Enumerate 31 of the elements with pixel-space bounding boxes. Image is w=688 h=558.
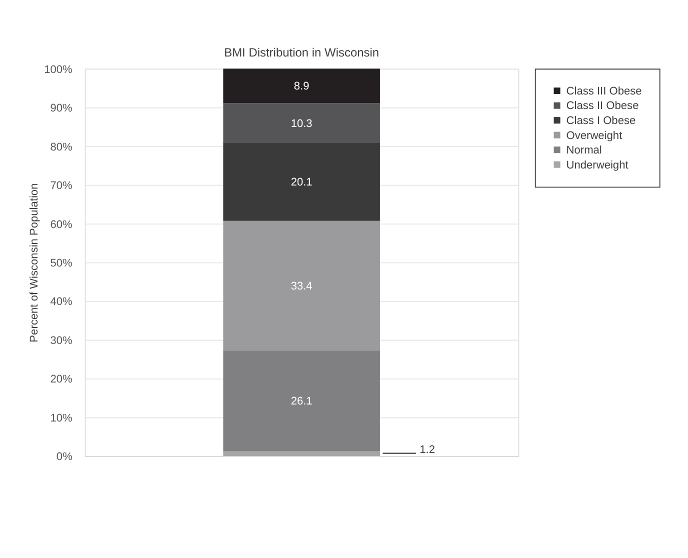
y-tick-label: 70% bbox=[50, 180, 73, 192]
legend-label: Class III Obese bbox=[566, 85, 642, 98]
chart-title: BMI Distribution in Wisconsin bbox=[224, 46, 380, 60]
legend-label: Underweight bbox=[566, 159, 628, 172]
legend-label: Overweight bbox=[566, 130, 622, 142]
y-tick-label: 20% bbox=[50, 374, 73, 386]
bar bbox=[223, 103, 380, 144]
y-tick-label: 10% bbox=[50, 412, 73, 424]
y-tick-label: 90% bbox=[50, 102, 73, 115]
bar bbox=[223, 451, 380, 456]
legend-label: Class II Obese bbox=[566, 100, 639, 112]
legend-label: Normal bbox=[566, 144, 602, 157]
bar bbox=[223, 350, 380, 452]
y-tick-label: 40% bbox=[50, 296, 73, 308]
y-tick-label: 80% bbox=[50, 141, 73, 154]
y-tick-label: 60% bbox=[50, 218, 73, 231]
bar bbox=[223, 143, 380, 221]
y-axis-title: Percent of Wisconsin Population bbox=[28, 183, 41, 342]
data-label: 8.9 bbox=[294, 80, 310, 93]
y-tick-label: 50% bbox=[50, 257, 73, 270]
bar bbox=[223, 220, 380, 350]
y-tick-label: 100% bbox=[44, 64, 73, 76]
data-label: 26.1 bbox=[290, 396, 312, 408]
data-label: 20.1 bbox=[290, 176, 312, 189]
y-tick-label: 0% bbox=[56, 451, 73, 464]
annotation: 1.2 bbox=[420, 444, 435, 456]
y-tick-label: 30% bbox=[50, 334, 73, 347]
bar bbox=[223, 68, 380, 104]
legend-label: Class I Obese bbox=[566, 115, 636, 127]
data-label: 33.4 bbox=[290, 280, 312, 292]
data-label: 10.3 bbox=[290, 118, 312, 130]
